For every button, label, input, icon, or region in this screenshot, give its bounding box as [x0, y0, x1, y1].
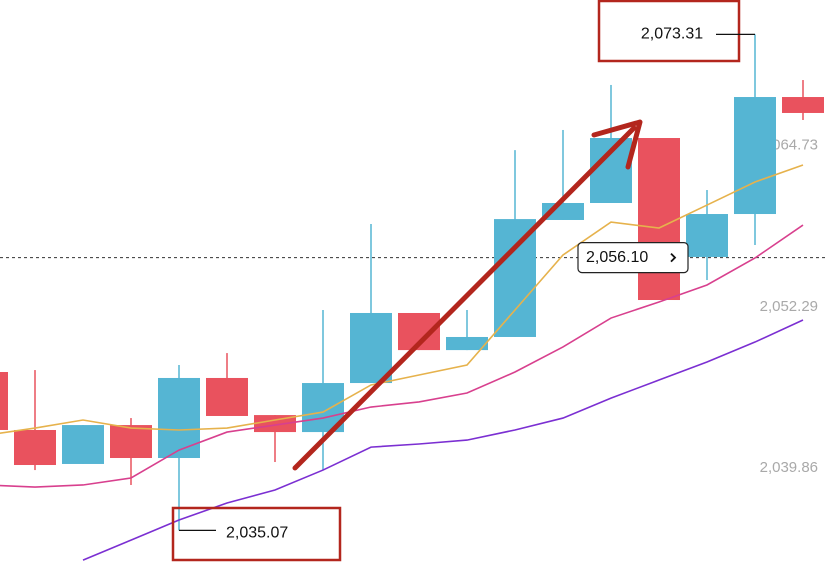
arrow-head — [591, 119, 643, 170]
y-tick-label: 2,052.29 — [760, 298, 818, 315]
arrow-shaft — [292, 125, 637, 471]
candle-body — [782, 97, 824, 113]
candle-body — [158, 377, 200, 459]
candle-body — [0, 372, 8, 430]
ma-line — [0, 164, 804, 434]
moving-averages — [0, 164, 804, 561]
candle-body — [206, 377, 248, 416]
candle-body — [494, 219, 536, 337]
candle-body — [14, 429, 56, 466]
ma-line — [0, 224, 804, 488]
chevron-icon — [670, 252, 677, 263]
candle-body — [686, 214, 728, 257]
high-label: 2,073.31 — [641, 26, 703, 43]
candle-body — [254, 415, 296, 433]
candles — [0, 34, 824, 531]
candle-body — [446, 336, 488, 351]
candle-body — [350, 312, 392, 384]
annotations: 2,073.31 2,035.07 2,056.10 — [171, 0, 755, 562]
ma-line — [82, 319, 804, 561]
candle-body — [638, 138, 680, 301]
candle-body — [110, 425, 152, 459]
low-box — [171, 506, 342, 562]
y-tick-label: 2,039.86 — [760, 459, 818, 476]
high-box — [597, 0, 741, 63]
last-price-box — [577, 242, 689, 274]
low-label: 2,035.07 — [226, 525, 288, 542]
trend-arrow — [292, 119, 643, 471]
candle-body — [734, 97, 776, 215]
last-price-label: 2,056.10 — [586, 249, 648, 266]
candle-body — [62, 425, 104, 464]
